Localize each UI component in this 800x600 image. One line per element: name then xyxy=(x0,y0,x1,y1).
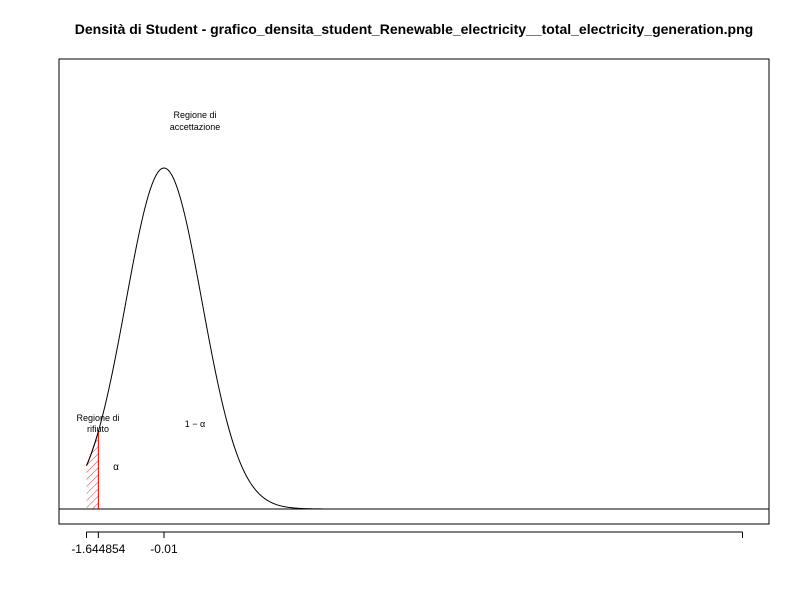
acceptance-label-line2: accettazione xyxy=(170,122,221,132)
x-axis: -1.644854 -0.01 xyxy=(71,531,743,556)
acceptance-label-line1: Regione di xyxy=(173,110,216,120)
plot-frame xyxy=(58,58,770,525)
one-minus-alpha-label: 1 − α xyxy=(185,419,205,429)
x-tick-label: -0.01 xyxy=(150,542,178,556)
density-curve xyxy=(86,167,743,510)
rejection-label-line1: Regione di xyxy=(76,413,119,423)
rejection-region-fill xyxy=(86,431,99,509)
x-tick-label: -1.644854 xyxy=(71,542,125,556)
rejection-label-line2: rifiuto xyxy=(87,424,109,434)
alpha-label: α xyxy=(113,462,119,473)
chart-title: Densità di Student - grafico_densita_stu… xyxy=(74,21,754,37)
